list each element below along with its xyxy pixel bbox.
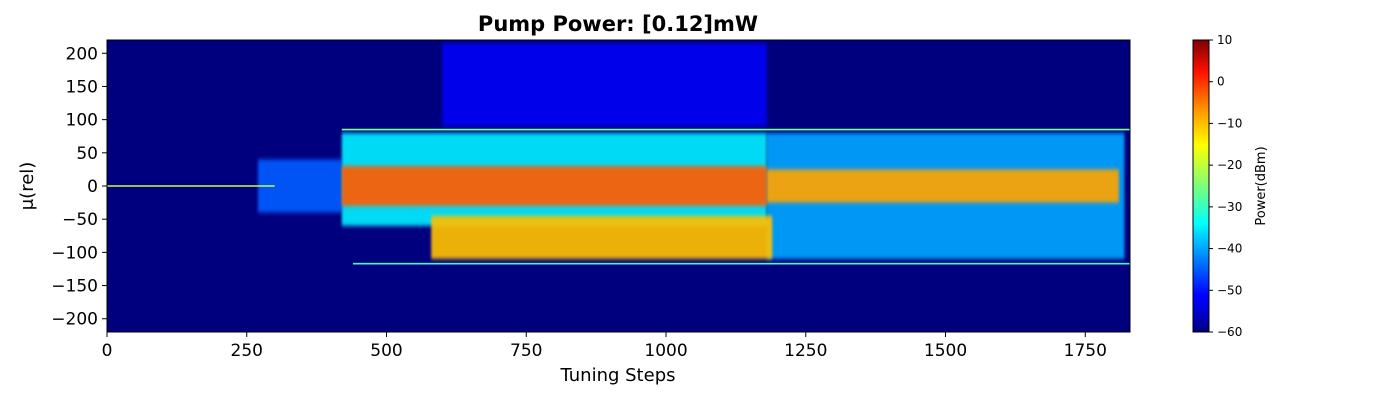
colorbar-gradient xyxy=(1192,39,1210,333)
colorbar: 10 0 −10 −20 −30 −40 −50 −60 Power(dBm) xyxy=(1192,33,1269,339)
y-tick-label: 100 xyxy=(66,111,98,131)
y-axis: 200 150 100 50 0 −50 −100 −150 −200 xyxy=(51,44,107,330)
colorbar-tick-label: −50 xyxy=(1217,283,1242,297)
y-axis-label: μ(rel) xyxy=(17,162,38,211)
x-tick-label: 1500 xyxy=(924,341,967,361)
y-tick-label: 150 xyxy=(66,77,98,97)
y-tick-label: 0 xyxy=(87,177,98,197)
colorbar-ticks: 10 0 −10 −20 −30 −40 −50 −60 xyxy=(1209,33,1242,339)
x-tick-label: 1250 xyxy=(784,341,827,361)
chart-title: Pump Power: [0.12]mW xyxy=(478,12,758,36)
region-upper-band-noise xyxy=(442,43,767,127)
x-tick-label: 500 xyxy=(370,341,402,361)
x-axis-label: Tuning Steps xyxy=(560,365,676,386)
region-chaotic-comb-core xyxy=(341,166,767,206)
x-tick-label: 250 xyxy=(231,341,263,361)
x-tick-label: 1000 xyxy=(644,341,687,361)
heatmap-regions xyxy=(257,43,1125,259)
colorbar-label: Power(dBm) xyxy=(1254,146,1269,225)
region-soliton-core xyxy=(766,169,1119,203)
colorbar-tick-label: 10 xyxy=(1217,33,1232,47)
colorbar-tick-label: −30 xyxy=(1217,200,1242,214)
x-tick-label: 1750 xyxy=(1064,341,1107,361)
y-tick-label: −50 xyxy=(62,210,98,230)
plot-area xyxy=(107,40,1130,332)
region-lower-lobe xyxy=(431,215,773,259)
x-axis: 0 250 500 750 1000 1250 1500 1750 xyxy=(102,332,1107,361)
heatmap-lines xyxy=(107,128,1130,265)
colorbar-tick-label: −20 xyxy=(1217,158,1242,172)
y-tick-label: 50 xyxy=(76,144,98,164)
x-tick-label: 750 xyxy=(510,341,542,361)
colorbar-tick-label: −40 xyxy=(1217,242,1242,256)
y-tick-label: −100 xyxy=(51,243,98,263)
y-tick-label: −200 xyxy=(51,310,98,330)
x-tick-label: 0 xyxy=(102,341,113,361)
colorbar-tick-label: −10 xyxy=(1217,116,1242,130)
y-tick-label: −150 xyxy=(51,277,98,297)
y-tick-label: 200 xyxy=(66,44,98,64)
colorbar-tick-label: 0 xyxy=(1217,75,1225,89)
colorbar-tick-label: −60 xyxy=(1217,325,1242,339)
